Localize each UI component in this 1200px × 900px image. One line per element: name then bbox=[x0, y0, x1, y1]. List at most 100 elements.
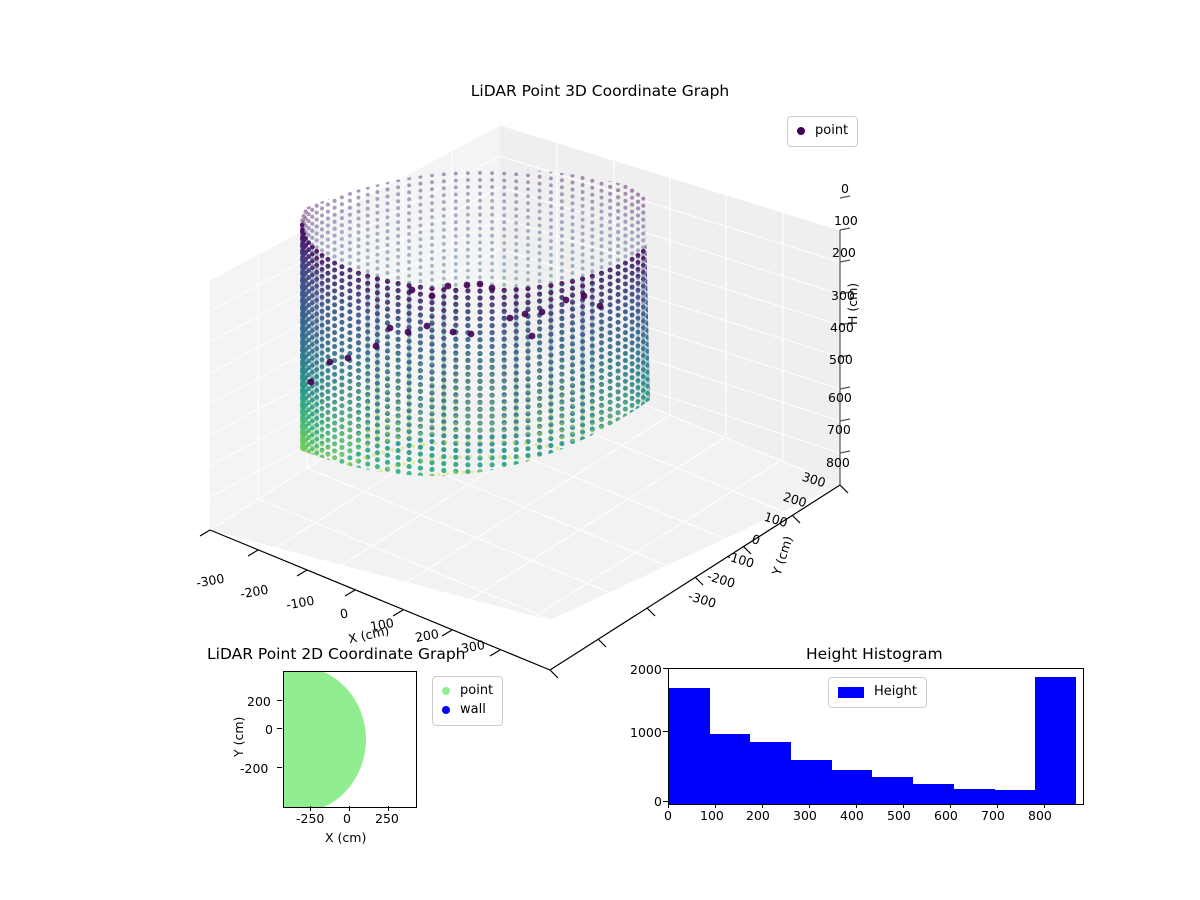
pointcloud-outlier-point bbox=[562, 296, 570, 304]
pointcloud-outlier-point bbox=[423, 322, 431, 330]
histogram-xtick-7: 700 bbox=[981, 808, 1005, 823]
pointcloud-outlier-point bbox=[528, 332, 536, 340]
pointcloud-column bbox=[319, 192, 333, 476]
legend-label: point bbox=[815, 123, 849, 138]
histogram-xtick-5: 500 bbox=[887, 808, 911, 823]
pointcloud-outlier-point bbox=[488, 284, 496, 292]
plot2d-xtickmark-0 bbox=[310, 806, 312, 811]
pointcloud-column bbox=[465, 288, 471, 475]
plot2d-point-region bbox=[284, 672, 366, 807]
pointcloud-outlier-point bbox=[521, 310, 529, 318]
histogram-xtickmark-5 bbox=[903, 803, 905, 808]
plot2d-ytickmark-1 bbox=[277, 728, 282, 730]
pointcloud-column bbox=[441, 287, 447, 476]
height-patch-icon bbox=[838, 686, 864, 698]
pointcloud-column bbox=[406, 282, 412, 476]
legend-label: point bbox=[460, 683, 494, 698]
histogram-bar bbox=[913, 783, 954, 804]
plot3d-ztick-7: 700 bbox=[827, 422, 851, 437]
pointcloud-column bbox=[430, 169, 449, 476]
histogram-xtickmark-8 bbox=[1044, 803, 1046, 808]
pointcloud-column bbox=[513, 287, 519, 476]
histogram-xtickmark-1 bbox=[715, 803, 717, 808]
legend-item-point: point bbox=[797, 122, 848, 141]
pointcloud-column bbox=[478, 171, 482, 474]
legend-label: wall bbox=[460, 701, 486, 717]
legend-item-point: point bbox=[442, 682, 493, 701]
plot2d-ytick-2: -200 bbox=[240, 761, 269, 776]
pointcloud-column bbox=[580, 276, 586, 476]
histogram-bar bbox=[831, 770, 873, 804]
plot3d-ztick-3: 300 bbox=[831, 288, 855, 303]
histogram-bar bbox=[669, 687, 710, 804]
pointcloud-column bbox=[365, 171, 391, 471]
plot3d-ztick-6: 600 bbox=[828, 390, 852, 405]
pointcloud-outlier-point bbox=[463, 281, 471, 289]
legend-item-wall: wall bbox=[442, 701, 493, 720]
plot3d-axes bbox=[180, 100, 880, 679]
pointcloud-column bbox=[453, 171, 466, 475]
pointcloud-outlier-point bbox=[538, 308, 546, 316]
plot3d-zaxis-label: H (cm) bbox=[845, 282, 860, 325]
histogram-xtickmark-6 bbox=[950, 803, 952, 808]
point-marker-icon bbox=[797, 127, 805, 136]
pointcloud-column bbox=[534, 171, 564, 476]
pointcloud-column bbox=[314, 248, 320, 476]
pointcloud-column bbox=[486, 171, 494, 474]
pointcloud-outlier-point bbox=[307, 378, 315, 386]
histogram-xtickmark-7 bbox=[997, 803, 999, 808]
histogram-xtickmark-4 bbox=[856, 803, 858, 808]
histogram-bar bbox=[709, 734, 751, 804]
plot3d-ztick-5: 500 bbox=[829, 352, 853, 367]
histogram-legend[interactable]: Height bbox=[828, 677, 927, 708]
plot2d-legend[interactable]: point wall bbox=[432, 676, 504, 726]
histogram-xtick-8: 800 bbox=[1028, 808, 1052, 823]
pointcloud-column bbox=[548, 282, 554, 476]
histogram-xtick-2: 200 bbox=[746, 808, 770, 823]
plot2d-xtick-1: 0 bbox=[343, 811, 351, 826]
plot3d-title: LiDAR Point 3D Coordinate Graph bbox=[470, 82, 730, 100]
plot2d-ytick-1: 0 bbox=[265, 722, 273, 737]
pointcloud-column bbox=[561, 169, 585, 469]
plot3d-ztick-4: 400 bbox=[830, 320, 854, 335]
histogram-xtick-6: 600 bbox=[934, 808, 958, 823]
histogram-ytickmark-2 bbox=[663, 668, 668, 670]
histogram-ytick-2: 2000 bbox=[630, 662, 662, 677]
pointcloud-column bbox=[494, 171, 507, 475]
pointcloud-column bbox=[374, 276, 380, 476]
plot2d-axes[interactable] bbox=[283, 671, 417, 808]
pointcloud-column bbox=[553, 169, 575, 467]
pointcloud-column bbox=[429, 286, 435, 476]
pointcloud-outlier-point bbox=[449, 328, 457, 336]
pointcloud-outlier-point bbox=[344, 354, 352, 362]
histogram-xtick-3: 300 bbox=[793, 808, 817, 823]
plot2d-ytick-0: 200 bbox=[247, 694, 271, 709]
pointcloud-column bbox=[365, 273, 371, 476]
pointcloud-outlier-point bbox=[404, 328, 412, 336]
plot3d-xtick-5: 200 bbox=[413, 626, 440, 645]
pointcloud-outlier-point bbox=[467, 330, 475, 338]
pointcloud-column bbox=[615, 184, 628, 470]
plot3d-tickmarks bbox=[199, 195, 851, 679]
pointcloud-outlier-point bbox=[428, 292, 436, 300]
plot2d-xtickmark-1 bbox=[349, 806, 351, 811]
plot2d-yaxis-label: Y (cm) bbox=[231, 716, 246, 757]
pointcloud-column bbox=[417, 284, 423, 476]
wall-marker-icon bbox=[442, 706, 450, 715]
pointcloud-outlier-point bbox=[580, 292, 588, 300]
pointcloud-outlier-point bbox=[444, 282, 452, 290]
pointcloud-outlier-point bbox=[476, 280, 484, 288]
pointcloud-column bbox=[356, 174, 383, 473]
pointcloud-outlier-point bbox=[326, 358, 334, 366]
pointcloud-column bbox=[325, 188, 339, 473]
plot3d-ztick-8: 800 bbox=[826, 455, 850, 470]
plot2d-xtick-2: 250 bbox=[375, 811, 399, 826]
pointcloud-column bbox=[511, 169, 530, 476]
pointcloud-outlier-point bbox=[506, 314, 514, 322]
plot3d-legend[interactable]: point bbox=[787, 116, 859, 147]
histogram-xtickmark-2 bbox=[762, 803, 764, 808]
histogram-bar bbox=[994, 789, 1036, 804]
pointcloud-column bbox=[441, 169, 458, 475]
pointcloud-outlier-point bbox=[596, 302, 604, 310]
plot2d-ytickmark-2 bbox=[277, 767, 282, 769]
